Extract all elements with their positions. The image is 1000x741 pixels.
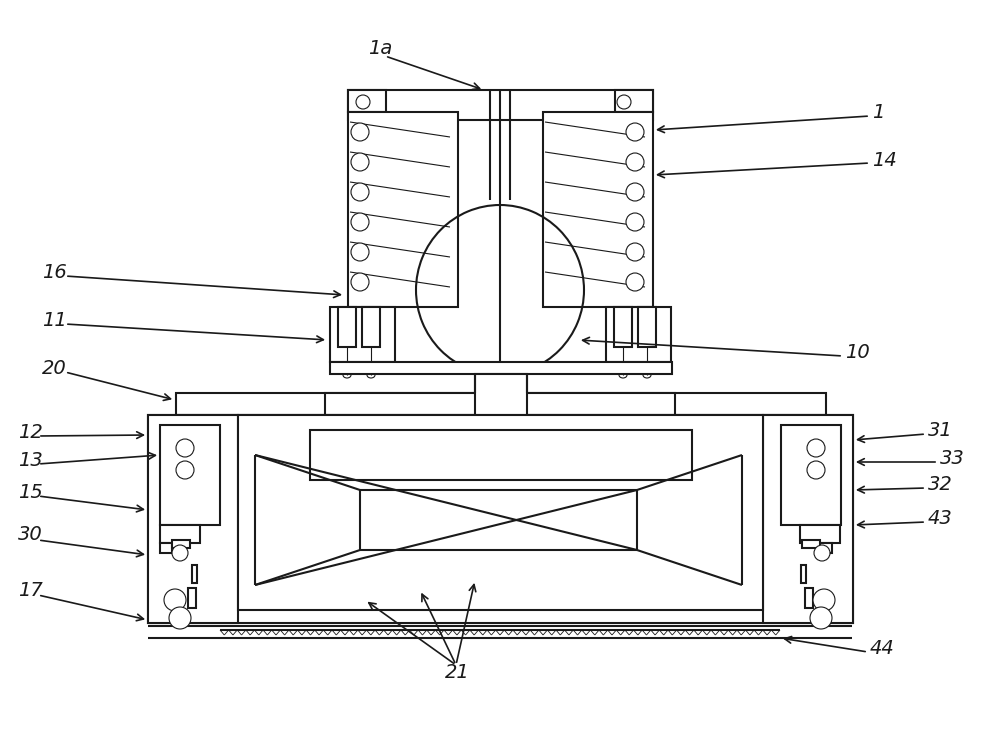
Bar xyxy=(338,307,356,347)
Bar xyxy=(475,374,527,417)
Circle shape xyxy=(172,545,188,561)
Bar xyxy=(160,425,220,525)
Circle shape xyxy=(351,273,369,291)
Text: 33: 33 xyxy=(940,448,965,468)
Circle shape xyxy=(351,183,369,201)
Circle shape xyxy=(356,95,370,109)
Bar xyxy=(238,415,763,610)
Circle shape xyxy=(626,123,644,141)
Bar xyxy=(330,307,395,362)
Bar xyxy=(172,540,190,548)
Circle shape xyxy=(351,243,369,261)
Bar xyxy=(638,307,656,347)
Circle shape xyxy=(626,243,644,261)
Text: 16: 16 xyxy=(42,262,67,282)
Bar xyxy=(614,307,632,347)
Circle shape xyxy=(176,461,194,479)
Circle shape xyxy=(807,461,825,479)
Text: 44: 44 xyxy=(870,639,895,657)
Bar xyxy=(820,543,832,553)
Circle shape xyxy=(164,589,186,611)
Circle shape xyxy=(807,439,825,457)
Circle shape xyxy=(169,607,191,629)
Circle shape xyxy=(351,123,369,141)
Bar xyxy=(801,565,806,583)
Bar xyxy=(805,588,813,608)
Bar xyxy=(348,112,458,307)
Circle shape xyxy=(813,589,835,611)
Bar xyxy=(348,90,386,112)
Bar xyxy=(188,588,196,608)
Circle shape xyxy=(626,153,644,171)
Text: 43: 43 xyxy=(928,508,953,528)
Bar xyxy=(330,362,672,374)
Text: 21: 21 xyxy=(445,662,470,682)
Text: 31: 31 xyxy=(928,420,953,439)
Bar xyxy=(160,543,172,553)
Circle shape xyxy=(810,607,832,629)
Circle shape xyxy=(176,439,194,457)
Text: 12: 12 xyxy=(18,422,43,442)
Text: 15: 15 xyxy=(18,482,43,502)
Circle shape xyxy=(351,213,369,231)
Text: 10: 10 xyxy=(845,342,870,362)
Circle shape xyxy=(626,273,644,291)
Text: 1: 1 xyxy=(872,102,884,122)
Bar xyxy=(606,307,671,362)
Circle shape xyxy=(617,95,631,109)
Circle shape xyxy=(626,183,644,201)
Text: 11: 11 xyxy=(42,310,67,330)
Bar xyxy=(543,112,653,307)
Bar xyxy=(800,525,840,543)
Text: 13: 13 xyxy=(18,451,43,470)
Circle shape xyxy=(626,213,644,231)
Bar xyxy=(160,525,200,543)
Bar xyxy=(176,393,826,415)
Bar xyxy=(310,430,692,480)
Bar xyxy=(781,425,841,525)
Bar xyxy=(148,415,238,623)
Text: 17: 17 xyxy=(18,580,43,599)
Text: 20: 20 xyxy=(42,359,67,377)
Bar xyxy=(348,90,653,120)
Bar xyxy=(192,565,197,583)
Bar xyxy=(802,540,820,548)
Bar xyxy=(148,415,853,623)
Circle shape xyxy=(814,545,830,561)
Text: 14: 14 xyxy=(872,150,897,170)
Text: 30: 30 xyxy=(18,525,43,545)
Bar xyxy=(362,307,380,347)
Bar xyxy=(325,393,675,415)
Bar xyxy=(763,415,853,623)
Circle shape xyxy=(351,153,369,171)
Text: 1a: 1a xyxy=(368,39,392,58)
Text: 32: 32 xyxy=(928,476,953,494)
Bar xyxy=(615,90,653,112)
